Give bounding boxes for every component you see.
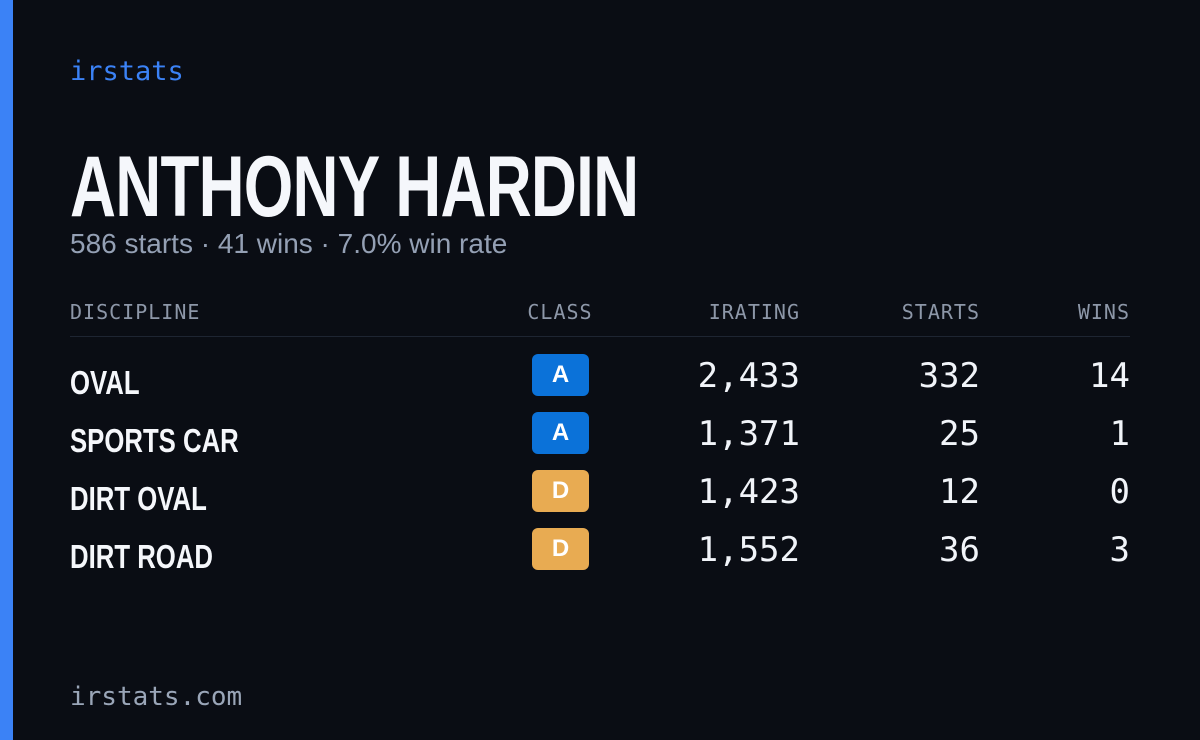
irating: 2,433 — [697, 356, 800, 396]
discipline: DIRT ROAD — [70, 538, 213, 575]
column-header: DISCIPLINE — [70, 300, 201, 324]
column-header: CLASS — [527, 300, 593, 324]
discipline: SPORTS CAR — [70, 422, 239, 459]
column-header: WINS — [1077, 300, 1130, 324]
class-badge: D — [532, 528, 589, 570]
discipline: OVAL — [70, 364, 140, 401]
class-badge: A — [532, 412, 589, 454]
column-header: IRATING — [708, 300, 800, 324]
irating: 1,552 — [697, 530, 800, 570]
discipline: DIRT OVAL — [70, 480, 207, 517]
starts: 332 — [918, 356, 980, 396]
column-header: STARTS — [901, 300, 980, 324]
wins: 3 — [1109, 530, 1130, 570]
driver-summary: 586 starts · 41 wins · 7.0% win rate — [70, 228, 508, 259]
irating: 1,371 — [697, 414, 800, 454]
starts: 36 — [939, 530, 980, 570]
wins: 0 — [1109, 472, 1130, 512]
accent-bar — [0, 0, 13, 740]
wins: 1 — [1109, 414, 1130, 454]
class-badge: A — [532, 354, 589, 396]
wins: 14 — [1089, 356, 1130, 396]
class-badge: D — [532, 470, 589, 512]
header-rule — [70, 336, 1130, 337]
starts: 25 — [939, 414, 980, 454]
starts: 12 — [939, 472, 980, 512]
brand: irstats — [70, 56, 184, 87]
irating: 1,423 — [697, 472, 800, 512]
footer-link: irstats.com — [70, 682, 243, 712]
driver-name: ANTHONY HARDIN — [70, 139, 639, 235]
